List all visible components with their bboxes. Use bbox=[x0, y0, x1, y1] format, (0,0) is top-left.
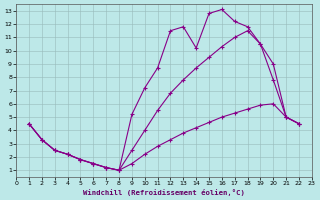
X-axis label: Windchill (Refroidissement éolien,°C): Windchill (Refroidissement éolien,°C) bbox=[83, 189, 245, 196]
